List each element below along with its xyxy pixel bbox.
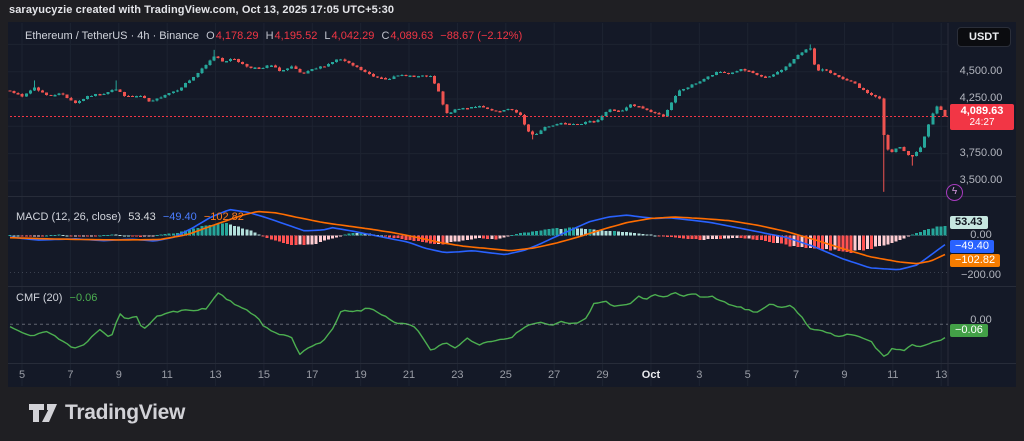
time-label: 5	[744, 369, 751, 381]
time-label: 9	[841, 369, 848, 381]
high-label: H	[265, 30, 274, 42]
macd-legend: MACD (12, 26, close) 53.43 −49.40 −102.8…	[16, 211, 248, 223]
macd-zero-tick: 0.00	[970, 229, 992, 241]
low-label: L	[324, 30, 331, 42]
high-value: 4,195.52	[274, 30, 318, 42]
time-label: 17	[306, 369, 319, 381]
open-label: O	[206, 30, 215, 42]
time-label: 13	[209, 369, 222, 381]
time-label: 27	[548, 369, 561, 381]
last-price-value: 4,089.63	[960, 105, 1004, 117]
cmf-line	[9, 292, 946, 357]
open-value: 4,178.29	[215, 30, 259, 42]
time-label: 3	[696, 369, 703, 381]
time-label: 9	[115, 369, 122, 381]
macd-hist-badge: 53.43	[950, 216, 988, 229]
time-label: 7	[793, 369, 800, 381]
time-label: 25	[499, 369, 512, 381]
price-tick-3500: 3,500.00	[959, 174, 1003, 186]
time-label: 19	[354, 369, 367, 381]
price-tick-4500: 4,500.00	[959, 65, 1003, 77]
macd-hist-value: 53.43	[128, 211, 156, 223]
low-value: 4,042.29	[331, 30, 375, 42]
pane-separators	[8, 23, 1016, 386]
cmf-zero-tick: 0.00	[970, 314, 992, 326]
macd-signal-badge: −102.82	[950, 254, 1001, 267]
time-label: 11	[161, 369, 173, 381]
close-label: C	[381, 30, 390, 42]
macd-title: MACD (12, 26, close)	[16, 211, 122, 223]
cmf-value: −0.06	[69, 292, 98, 304]
macd-signal-line	[9, 210, 946, 265]
currency-toggle-button[interactable]: USDT	[957, 27, 1011, 47]
cmf-badge: −0.06	[950, 324, 988, 337]
price-tick-3750: 3,750.00	[959, 147, 1003, 159]
macd-minus200-tick: −200.00	[960, 269, 1002, 281]
tradingview-logo-icon	[29, 404, 57, 422]
time-label: 13	[935, 369, 948, 381]
tradingview-logo[interactable]: TradingView	[28, 401, 185, 425]
price-tick-4250: 4,250.00	[959, 92, 1003, 104]
change-value: −88.67 (−2.12%)	[440, 30, 523, 42]
candlestick-series	[8, 44, 947, 192]
last-price-badge: 4,089.63 24:27	[950, 104, 1014, 130]
time-label: Oct	[641, 369, 661, 381]
attribution-text: sarayucyzie created with TradingView.com…	[9, 4, 395, 16]
time-label: 29	[596, 369, 609, 381]
time-label: 7	[67, 369, 74, 381]
last-price-countdown: 24:27	[969, 117, 995, 128]
tradingview-logo-text: TradingView	[65, 401, 186, 424]
time-label: 23	[451, 369, 464, 381]
cmf-title: CMF (20)	[16, 292, 63, 304]
macd-line-badge: −49.40	[950, 240, 994, 253]
time-label: 21	[402, 369, 416, 381]
grid-lines	[8, 23, 948, 386]
macd-line-value: −49.40	[162, 211, 197, 223]
time-label: 15	[257, 369, 271, 381]
symbol-legend: Ethereum / TetherUS · 4h · Binance O4,17…	[25, 30, 526, 42]
time-label: 11	[887, 369, 899, 381]
macd-histogram	[8, 222, 947, 253]
time-label: 5	[18, 369, 26, 381]
chart-background	[8, 22, 1016, 387]
close-value: 4,089.63	[390, 30, 434, 42]
macd-signal-value: −102.82	[203, 211, 244, 223]
symbol-title: Ethereum / TetherUS · 4h · Binance	[25, 30, 200, 42]
flash-icon[interactable]: ϟ	[946, 184, 963, 201]
reference-lines	[10, 116, 948, 325]
cmf-legend: CMF (20) −0.06	[16, 292, 101, 304]
